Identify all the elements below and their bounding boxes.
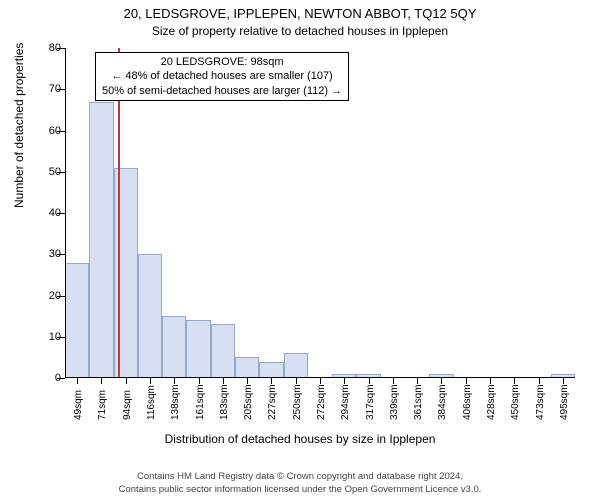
x-tick-label: 183sqm [219, 384, 230, 420]
x-tick-label: 384sqm [437, 384, 448, 420]
chart-title-desc: Size of property relative to detached ho… [0, 24, 600, 38]
y-tick-label: 80 [31, 42, 61, 54]
x-tick-label: 227sqm [267, 384, 278, 420]
x-tick-label: 317sqm [365, 384, 376, 420]
chart-title-address: 20, LEDSGROVE, IPPLEPEN, NEWTON ABBOT, T… [0, 6, 600, 21]
histogram-bar [138, 254, 162, 378]
anno-line1: 20 LEDSGROVE: 98sqm [161, 56, 284, 68]
x-tick-label: 361sqm [413, 384, 424, 420]
y-tick-label: 30 [31, 248, 61, 260]
x-tick-label: 339sqm [389, 384, 400, 420]
x-tick [393, 378, 394, 384]
y-tick-label: 40 [31, 207, 61, 219]
x-tick [126, 378, 127, 384]
anno-line3: 50% of semi-detached houses are larger (… [102, 85, 342, 97]
x-tick [417, 378, 418, 384]
x-tick-label: 71sqm [97, 390, 108, 420]
x-tick [247, 378, 248, 384]
x-tick [199, 378, 200, 384]
y-tick-label: 70 [31, 83, 61, 95]
x-tick [539, 378, 540, 384]
x-tick [466, 378, 467, 384]
footer-attribution: Contains HM Land Registry data © Crown c… [0, 471, 600, 496]
x-tick-label: 495sqm [559, 384, 570, 420]
y-tick-label: 50 [31, 166, 61, 178]
y-tick-label: 60 [31, 125, 61, 137]
x-tick-label: 250sqm [292, 384, 303, 420]
histogram-bar [211, 324, 235, 378]
x-tick [101, 378, 102, 384]
annotation-box: 20 LEDSGROVE: 98sqm ← 48% of detached hou… [95, 52, 349, 101]
x-tick-label: 406sqm [462, 384, 473, 420]
x-tick [563, 378, 564, 384]
x-tick [77, 378, 78, 384]
x-tick [174, 378, 175, 384]
histogram-bar [235, 357, 259, 378]
x-tick-label: 94sqm [122, 390, 133, 420]
x-tick [223, 378, 224, 384]
x-axis-label: Distribution of detached houses by size … [0, 432, 600, 446]
y-tick-label: 10 [31, 331, 61, 343]
y-axis-line [65, 48, 66, 378]
x-tick-label: 428sqm [486, 384, 497, 420]
x-tick [369, 378, 370, 384]
x-tick [490, 378, 491, 384]
histogram-bar [284, 353, 308, 378]
x-tick-label: 294sqm [340, 384, 351, 420]
x-tick-label: 116sqm [146, 385, 157, 420]
x-tick [296, 378, 297, 384]
anno-line2: ← 48% of detached houses are smaller (10… [111, 70, 332, 82]
histogram-bar [65, 263, 89, 379]
x-tick [150, 378, 151, 384]
x-tick-label: 138sqm [170, 384, 181, 420]
histogram-bar [89, 102, 113, 378]
x-tick [271, 378, 272, 384]
x-tick [514, 378, 515, 384]
x-axis-line [65, 377, 575, 378]
x-tick [320, 378, 321, 384]
y-tick-label: 0 [31, 372, 61, 384]
histogram-bar [114, 168, 138, 378]
x-tick-label: 205sqm [243, 384, 254, 420]
plot-area: 20 LEDSGROVE: 98sqm ← 48% of detached hou… [65, 48, 575, 378]
footer-line2: Contains public sector information licen… [119, 484, 482, 495]
chart-container: 20, LEDSGROVE, IPPLEPEN, NEWTON ABBOT, T… [0, 0, 600, 500]
x-tick [441, 378, 442, 384]
histogram-bar [259, 362, 283, 379]
x-tick-label: 161sqm [195, 384, 206, 420]
x-tick [344, 378, 345, 384]
x-tick-label: 49sqm [73, 390, 84, 420]
histogram-bar [186, 320, 210, 378]
footer-line1: Contains HM Land Registry data © Crown c… [137, 471, 463, 482]
histogram-bar [162, 316, 186, 378]
y-axis-label: Number of detached properties [12, 43, 26, 208]
y-tick-label: 20 [31, 290, 61, 302]
x-tick-label: 272sqm [316, 384, 327, 420]
x-tick-label: 473sqm [535, 384, 546, 420]
x-tick-label: 450sqm [510, 384, 521, 420]
